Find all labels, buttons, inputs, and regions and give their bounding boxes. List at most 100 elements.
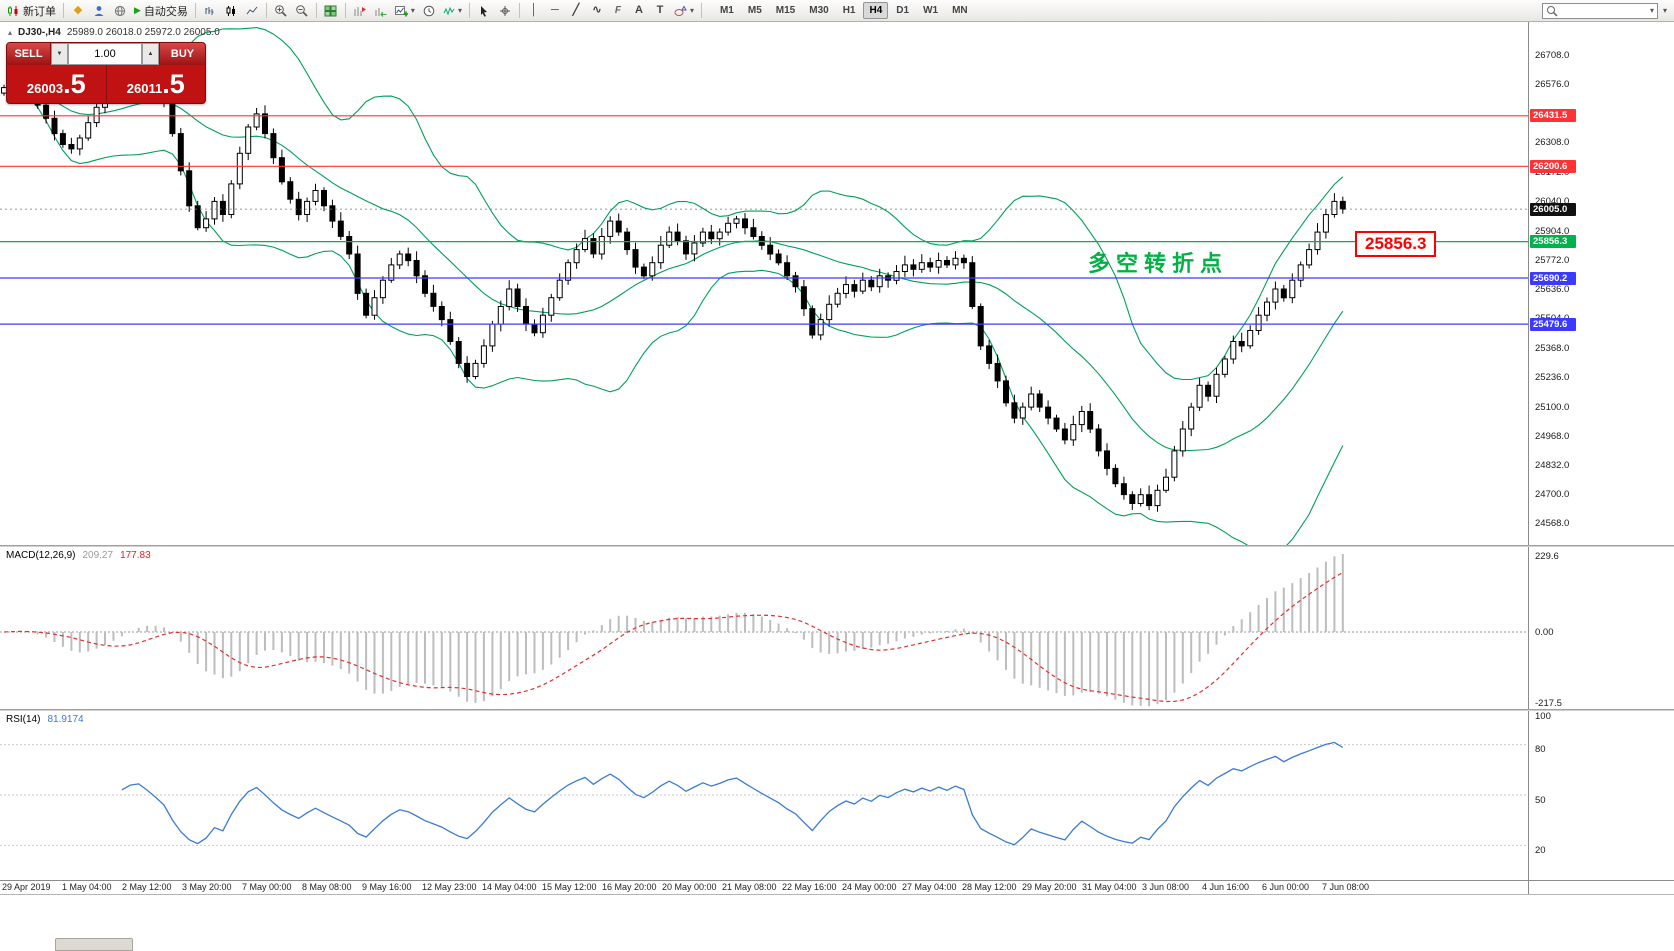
time-axis-label: 29 May 20:00 xyxy=(1022,882,1077,892)
time-axis-label: 7 May 00:00 xyxy=(242,882,292,892)
mql-community-button[interactable]: ◆ xyxy=(68,2,88,20)
axis-label: 20 xyxy=(1535,844,1546,856)
rsi-title: RSI(14) 81.9174 xyxy=(6,714,84,725)
periods-button[interactable] xyxy=(419,2,439,20)
axis-label: 24568.0 xyxy=(1535,518,1570,530)
toolbar-separator xyxy=(194,3,196,18)
zoom-in-button[interactable] xyxy=(271,2,291,20)
vertical-line-button[interactable]: │ xyxy=(524,2,544,20)
play-icon: ▶ xyxy=(134,5,141,15)
time-axis-label: 20 May 00:00 xyxy=(662,882,717,892)
channel-button[interactable]: ∿ xyxy=(587,2,607,20)
chevron-down-icon: ▾ xyxy=(457,5,462,15)
time-axis-label: 14 May 04:00 xyxy=(482,882,537,892)
new-order-button[interactable]: 新订单 xyxy=(4,2,59,20)
new-chart-button[interactable]: ▾ xyxy=(392,2,418,20)
fibonacci-icon: F xyxy=(614,4,621,16)
price-chart[interactable] xyxy=(0,22,1528,545)
candlestick-chart-button[interactable] xyxy=(221,2,241,20)
symbol-search[interactable]: ▾ xyxy=(1541,2,1658,19)
axis-label: 26708.0 xyxy=(1535,49,1570,61)
rsi-panel[interactable] xyxy=(0,711,1528,879)
clock-icon xyxy=(423,5,435,16)
panel-separator[interactable] xyxy=(0,709,1674,711)
toolbar-separator xyxy=(700,3,702,18)
one-click-prices: 26003 .5 26011 .5 xyxy=(7,65,206,103)
time-axis[interactable]: 29 Apr 2019 1 May 04:00 2 May 12:00 3 May 2… xyxy=(0,881,1528,894)
down-arrow-icon: ▼ xyxy=(56,51,63,57)
cursor-button[interactable] xyxy=(474,2,494,20)
zoom-out-button[interactable] xyxy=(292,2,312,20)
timeframe-button-m30[interactable]: M30 xyxy=(809,5,829,16)
volume-increase-button[interactable]: ▲ xyxy=(142,43,159,65)
axis-label: 50 xyxy=(1535,794,1546,806)
time-axis-label: 15 May 12:00 xyxy=(542,882,597,892)
axis-label: 26576.0 xyxy=(1535,78,1570,90)
buy-button[interactable]: BUY xyxy=(159,43,205,65)
bar-chart-icon xyxy=(205,6,214,15)
timeframe-button-w1[interactable]: W1 xyxy=(923,5,939,16)
chart-shift-button[interactable] xyxy=(350,2,370,20)
candlestick-chart-icon xyxy=(226,5,235,16)
toolbar-overflow-icon[interactable]: ▾ xyxy=(1662,5,1667,15)
tile-windows-button[interactable] xyxy=(321,2,341,20)
timeframe-button-mn[interactable]: MN xyxy=(952,5,968,16)
price-scale[interactable]: 26708.026576.026444.026308.026172.026040… xyxy=(1529,22,1674,894)
shapes-button[interactable]: ▾ xyxy=(671,2,697,20)
one-click-collapse-icon[interactable]: ▴ xyxy=(8,27,13,37)
timeframe-button-m5[interactable]: M5 xyxy=(747,5,762,16)
community-button[interactable] xyxy=(110,2,130,20)
new-chart-icon xyxy=(394,5,408,16)
macd-panel[interactable] xyxy=(0,547,1528,709)
volume-decrease-button[interactable]: ▼ xyxy=(51,43,68,65)
macd-main-value: 209.27 xyxy=(82,550,114,561)
fibonacci-button[interactable]: F xyxy=(608,2,628,20)
bar-chart-button[interactable] xyxy=(200,2,220,20)
time-axis-label: 22 May 16:00 xyxy=(782,882,837,892)
price-callout-annotation: 25856.3 xyxy=(1355,231,1437,257)
panel-separator[interactable] xyxy=(0,545,1674,547)
buy-price[interactable]: 26011 .5 xyxy=(107,65,206,103)
search-icon xyxy=(1546,5,1558,17)
shapes-icon xyxy=(674,4,687,16)
sell-price[interactable]: 26003 .5 xyxy=(7,65,106,103)
axis-label: 229.6 xyxy=(1535,550,1559,562)
axis-label: 24832.0 xyxy=(1535,460,1570,472)
axis-label: 25904.0 xyxy=(1535,225,1570,237)
time-axis-label: 2 May 12:00 xyxy=(122,882,172,892)
indicators-icon xyxy=(443,6,455,15)
label-tool-button[interactable]: T xyxy=(650,2,670,20)
indicators-button[interactable]: ▾ xyxy=(440,2,465,20)
line-chart-button[interactable] xyxy=(242,2,262,20)
volume-input[interactable] xyxy=(68,43,142,65)
cursor-icon xyxy=(481,5,488,17)
toolbar-separator xyxy=(518,3,520,18)
timeframe-button-d1[interactable]: D1 xyxy=(896,5,910,16)
timeframe-button-h1[interactable]: H1 xyxy=(842,5,856,16)
time-axis-label: 27 May 04:00 xyxy=(902,882,957,892)
autotrading-button[interactable]: ▶ 自动交易 xyxy=(131,2,191,20)
timeframe-button-h4[interactable]: H4 xyxy=(863,2,889,19)
horizontal-line-button[interactable]: ─ xyxy=(545,2,565,20)
text-tool-button[interactable]: A xyxy=(629,2,649,20)
user-profile-button[interactable] xyxy=(89,2,109,20)
chart-tab[interactable] xyxy=(55,938,133,951)
time-axis-separator xyxy=(0,880,1674,881)
trendline-icon: ╱ xyxy=(572,4,580,16)
timeframe-button-m1[interactable]: M1 xyxy=(719,5,734,16)
zoom-out-icon xyxy=(296,5,308,17)
time-axis-label: 8 May 08:00 xyxy=(302,882,352,892)
ohlc-label: 25989.0 26018.0 25972.0 26005.0 xyxy=(66,27,220,38)
chevron-down-icon: ▾ xyxy=(689,5,694,15)
sell-button[interactable]: SELL xyxy=(7,43,51,65)
auto-scroll-icon xyxy=(375,7,387,17)
symbol-search-input[interactable] xyxy=(1560,4,1647,17)
trendline-button[interactable]: ╱ xyxy=(566,2,586,20)
auto-scroll-button[interactable] xyxy=(371,2,391,20)
diamond-icon: ◆ xyxy=(73,4,83,16)
timeframe-button-m15[interactable]: M15 xyxy=(775,5,796,16)
crosshair-button[interactable] xyxy=(495,2,515,20)
time-axis-label: 12 May 23:00 xyxy=(422,882,477,892)
time-axis-label: 29 Apr 2019 xyxy=(2,882,51,892)
search-dropdown-icon[interactable]: ▾ xyxy=(1649,5,1654,15)
